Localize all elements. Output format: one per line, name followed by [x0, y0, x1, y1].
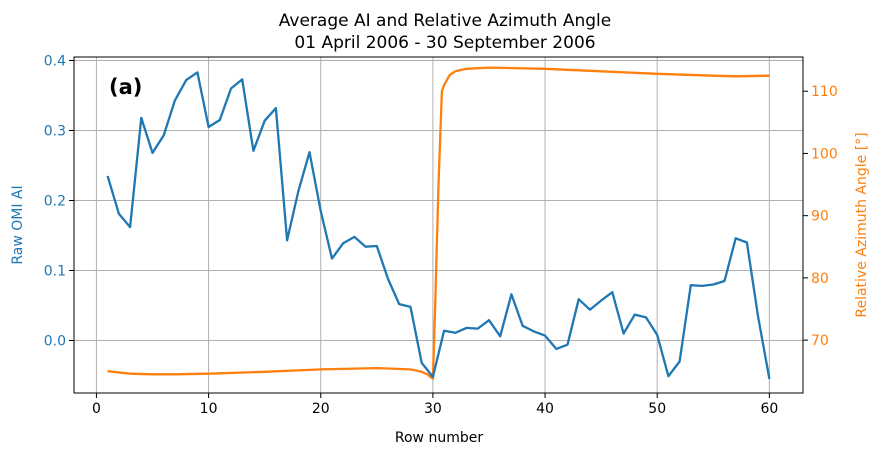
- panel-label: (a): [109, 75, 142, 99]
- y-axis-label-left: Raw OMI AI: [10, 185, 26, 264]
- y-left-tick-label: 0.1: [44, 264, 66, 280]
- grid-layer: [74, 57, 803, 393]
- x-tick-label: 10: [200, 401, 218, 417]
- y-left-tick-label: 0.2: [44, 194, 66, 210]
- y-right-tick-label: 90: [811, 209, 829, 225]
- y-right-tick-label: 100: [811, 146, 838, 162]
- y-right-tick-label: 110: [811, 84, 838, 100]
- x-tick-label: 30: [424, 401, 442, 417]
- y-left-tick-label: 0.3: [44, 124, 66, 140]
- y-left-tick-label: 0.0: [44, 334, 66, 350]
- y-right-tick-label: 70: [811, 333, 829, 349]
- y-left-tick-label: 0.4: [44, 54, 66, 70]
- x-tick-label: 0: [92, 401, 101, 417]
- azimuth-series-line: [107, 66, 770, 380]
- ai-series-line: [106, 71, 771, 380]
- chart-title-line1: Average AI and Relative Azimuth Angle: [279, 11, 611, 31]
- plot-frame: [73, 56, 804, 394]
- chart-title-line2: 01 April 2006 - 30 September 2006: [294, 33, 595, 53]
- y-axis-label-right: Relative Azimuth Angle [°]: [854, 132, 870, 317]
- series-layer: [106, 66, 771, 380]
- axis-layer: 0 10 20 30 40 50 60 0.0 0.1 0.2 0.3 0.4 70 80 90 100 110: [44, 54, 838, 418]
- x-tick-label: 20: [312, 401, 330, 417]
- y-right-tick-label: 80: [811, 271, 829, 287]
- x-tick-label: 40: [536, 401, 554, 417]
- x-tick-label: 60: [760, 401, 778, 417]
- x-tick-label: 50: [648, 401, 666, 417]
- x-axis-label: Row number: [395, 430, 483, 446]
